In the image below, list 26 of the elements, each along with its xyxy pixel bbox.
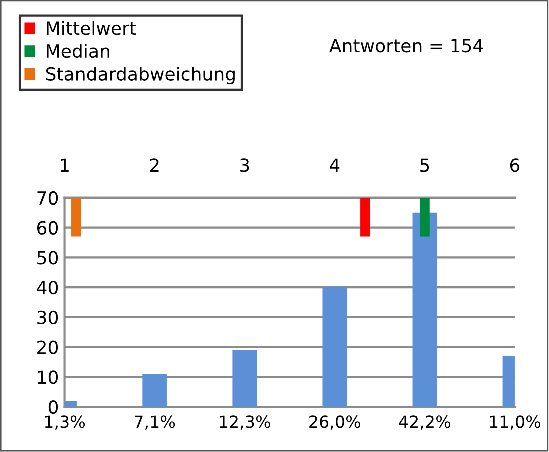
bar	[322, 288, 348, 407]
y-tick-label: 40	[37, 281, 58, 295]
bar	[232, 350, 258, 407]
x2-tick-label: 3	[240, 158, 250, 172]
x2-tick-label: 1	[61, 158, 69, 172]
x-tick-label: 42,2%	[399, 416, 450, 430]
x2-tick-label: 4	[330, 158, 340, 172]
x-tick-label: 12,3%	[220, 416, 270, 430]
y-tick-label: 70	[38, 191, 58, 206]
x-tick-label: 1,3%	[45, 416, 86, 430]
x2-tick-label: 6	[510, 158, 520, 172]
x-tick-label: 11,0%	[490, 416, 541, 430]
legend-label: Standardabweichung	[46, 67, 235, 84]
x2-tick-label: 5	[420, 158, 430, 172]
x-tick-label: 26,0%	[310, 416, 360, 430]
y-tick-label: 20	[38, 340, 58, 354]
legend-label: Mittelwert	[47, 21, 136, 36]
y-tick-label: 0	[48, 400, 58, 414]
y-tick-label: 60	[38, 221, 58, 235]
y-tick-label: 50	[38, 251, 58, 265]
legend-label: Median	[47, 44, 110, 58]
text: Antworten = 154	[330, 39, 484, 53]
x-tick-label: 7,1%	[135, 416, 176, 430]
x2-tick-label: 2	[150, 158, 159, 172]
y-tick-label: 10	[38, 370, 58, 384]
y-tick-label: 30	[38, 310, 58, 325]
